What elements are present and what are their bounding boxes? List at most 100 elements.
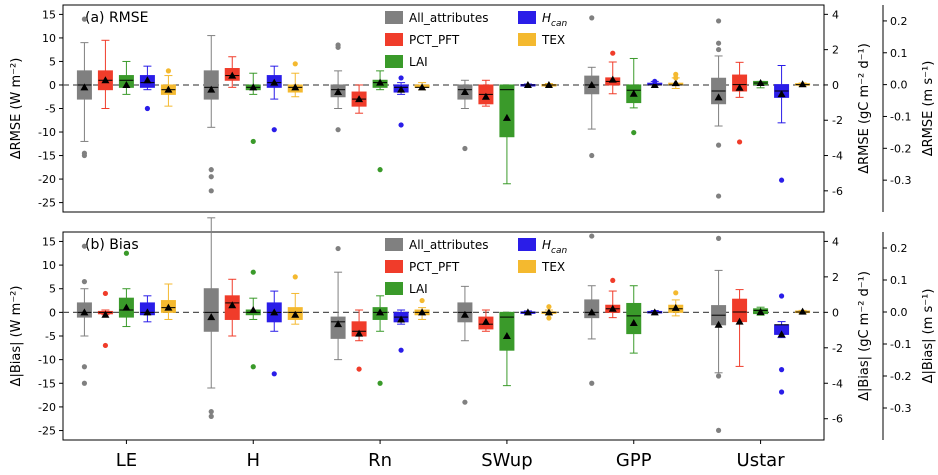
- legend-swatch-LAI: [385, 282, 403, 295]
- outlier-point: [778, 293, 785, 299]
- mean-marker: [143, 76, 152, 84]
- left-tick-label: -10: [38, 354, 56, 367]
- outlier-point: [462, 145, 468, 152]
- mean-marker: [122, 80, 131, 88]
- outlier-point: [335, 245, 341, 252]
- outlier-point: [778, 177, 785, 183]
- outlier-point: [144, 105, 151, 112]
- outlier-point: [292, 274, 298, 280]
- category-label-GPP: GPP: [616, 450, 652, 471]
- outlier-point: [102, 342, 109, 349]
- mean-marker: [228, 71, 237, 79]
- box-PCT_PFT: [732, 74, 748, 92]
- mean-marker: [735, 83, 744, 91]
- right2-tick-label: 0.2: [890, 242, 908, 255]
- panel-title: (b) Bias: [85, 237, 139, 253]
- outlier-point: [652, 78, 658, 85]
- left-tick-label: 5: [49, 283, 56, 296]
- right1-tick-label: 0: [832, 306, 839, 319]
- box-All_attributes: [330, 316, 346, 339]
- outlier-point: [589, 380, 595, 386]
- mean-marker: [523, 308, 532, 316]
- left-axis-label: ΔRMSE (W m⁻²): [9, 58, 24, 160]
- right1-tick-label: -6: [832, 185, 843, 198]
- outlier-point: [208, 167, 214, 173]
- mean-marker: [460, 310, 469, 318]
- legend-swatch-Hcan: [518, 11, 536, 24]
- outlier-point: [123, 250, 130, 256]
- outlier-point: [250, 138, 256, 145]
- left-tick-label: -15: [38, 150, 56, 163]
- category-label-Rn: Rn: [368, 450, 392, 471]
- outlier-point: [81, 16, 88, 22]
- right2-tick-label: 0.1: [890, 47, 908, 60]
- outlier-point: [102, 290, 109, 297]
- mean-marker: [228, 301, 237, 309]
- box-LAI: [499, 311, 515, 351]
- outlier-point: [271, 127, 277, 133]
- mean-marker: [270, 308, 279, 316]
- right1-tick-label: 4: [832, 235, 839, 248]
- mean-marker: [249, 83, 258, 91]
- outlier-point: [81, 279, 88, 285]
- legend-swatch-LAI: [385, 55, 403, 68]
- right1-tick-label: 4: [832, 8, 839, 21]
- outlier-point: [165, 68, 172, 74]
- x-category-labels: LE H Rn SWup GPP Ustar: [116, 440, 785, 471]
- legend-swatch-All_attributes: [385, 238, 403, 251]
- mean-marker: [502, 113, 511, 121]
- outlier-point: [81, 243, 88, 249]
- mean-marker: [587, 80, 596, 88]
- outlier-point: [398, 75, 404, 81]
- panel-bias: (b) Bias Δ|Bias| (W m⁻²) Δ|Bias| (gC m⁻²…: [9, 217, 936, 441]
- mean-marker: [334, 320, 343, 328]
- left-tick-label: -20: [38, 173, 56, 186]
- mean-marker: [355, 329, 364, 337]
- mean-marker: [164, 85, 173, 93]
- outlier-point: [208, 413, 214, 419]
- outlier-point: [335, 44, 341, 50]
- outlier-point: [398, 122, 404, 128]
- mean-marker: [397, 315, 406, 323]
- legend-swatch-All_attributes: [385, 11, 403, 24]
- right1-tick-label: 0: [832, 79, 839, 92]
- legend-swatch-Hcan: [518, 238, 536, 251]
- left-tick-label: 15: [42, 8, 56, 21]
- mean-marker: [80, 308, 89, 316]
- left-tick-label: -5: [45, 330, 56, 343]
- right1-tick-label: -4: [832, 150, 843, 163]
- outlier-point: [546, 315, 552, 321]
- right1-tick-label: -4: [832, 377, 843, 390]
- outlier-point: [208, 409, 214, 415]
- mean-marker: [397, 85, 406, 93]
- legend-swatch-PCT_PFT: [385, 260, 403, 273]
- mean-marker: [756, 308, 765, 315]
- left-tick-label: -25: [38, 425, 56, 438]
- mean-marker: [164, 303, 173, 311]
- mean-marker: [735, 317, 744, 325]
- outlier-point: [419, 297, 425, 304]
- mean-marker: [777, 330, 786, 338]
- legend-swatch-PCT_PFT: [385, 33, 403, 46]
- legend-label-All_attributes: All_attributes: [409, 11, 488, 25]
- right2-tick-label: -0.2: [890, 370, 911, 383]
- mean-marker: [502, 332, 511, 339]
- right2-tick-label: 0.0: [890, 79, 908, 92]
- outlier-point: [715, 427, 722, 433]
- mean-marker: [143, 308, 152, 316]
- outlier-point: [292, 61, 298, 67]
- right1-tick-label: -6: [832, 413, 843, 426]
- outlier-point: [81, 152, 88, 159]
- mean-marker: [122, 303, 131, 311]
- outlier-point: [589, 152, 595, 159]
- mean-marker: [418, 83, 427, 91]
- mean-marker: [207, 85, 216, 93]
- box-All_attributes: [203, 70, 219, 100]
- right2-tick-label: -0.3: [890, 402, 911, 415]
- outlier-point: [335, 127, 341, 133]
- left-tick-label: -25: [38, 197, 56, 210]
- mean-marker: [291, 310, 300, 318]
- mean-marker: [523, 80, 532, 88]
- left-tick-label: 0: [49, 306, 56, 319]
